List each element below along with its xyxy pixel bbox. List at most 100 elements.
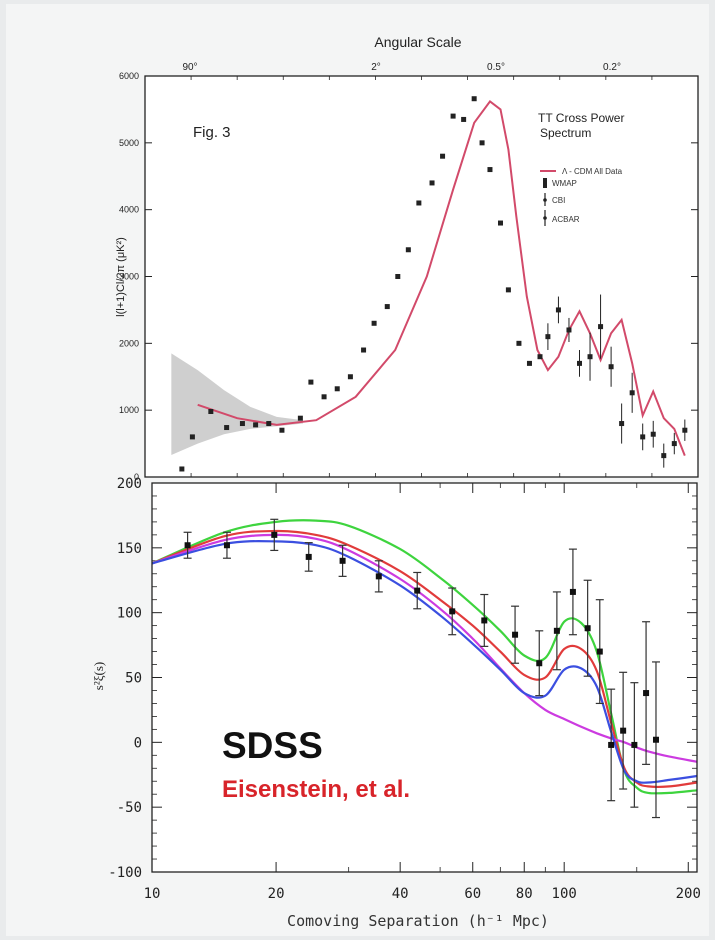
bottom-plot-frame [151, 482, 698, 873]
data-point [643, 690, 650, 697]
data-point [308, 379, 314, 385]
data-point [596, 648, 603, 655]
data-point [619, 421, 625, 427]
bottom-x-tick-label: 200 [676, 886, 701, 902]
bottom-y-tick-label: 200 [117, 476, 142, 492]
bottom-plot-area [152, 483, 697, 872]
bottom-x-tick-label: 40 [392, 886, 409, 902]
data-point [429, 180, 435, 186]
data-point [440, 153, 446, 159]
legend-label: Λ - CDM All Data [562, 167, 623, 176]
data-point [553, 627, 560, 634]
top-legend: Λ - CDM All Data WMAP CBI ACBAR [540, 167, 623, 226]
correlation-function-panel: -100 -50 0 50 100 150 200 10 20 40 60 80 100 200 SDSS… [91, 476, 701, 930]
annotation-title: SDSS [222, 725, 323, 766]
bottom-x-tick-label: 80 [516, 886, 533, 902]
top-y-tick-label: 5000 [119, 138, 139, 148]
top-y-tick-label: 6000 [119, 71, 139, 81]
data-point [650, 431, 656, 437]
data-point [184, 542, 191, 549]
top-y-tick-label: 3000 [119, 272, 139, 282]
cmb-data-points [179, 96, 688, 472]
figure-label: Fig. 3 [193, 124, 231, 141]
data-point [223, 542, 230, 549]
data-point [487, 167, 493, 173]
data-point [253, 422, 259, 428]
bottom-x-tick-label: 20 [268, 886, 285, 902]
model-curves [151, 519, 698, 795]
data-point [555, 307, 561, 313]
data-point [569, 588, 576, 595]
bottom-x-axis-label: Comoving Separation (h⁻¹ Mpc) [287, 912, 549, 930]
legend-wmap-marker [543, 178, 547, 188]
angular-tick-label: 90° [182, 62, 197, 73]
bottom-y-tick-label: 50 [125, 671, 142, 687]
data-point [239, 421, 245, 427]
data-point [189, 434, 195, 440]
data-point [450, 113, 456, 119]
data-point [498, 220, 503, 226]
model-line [197, 99, 686, 456]
data-point [471, 96, 477, 102]
panel-title-line1: TT Cross Power [538, 111, 624, 125]
data-point [208, 409, 214, 415]
bottom-y-axis-label: s²ξ(s) [91, 662, 106, 690]
angular-tick-label: 0.5° [487, 62, 505, 73]
data-point [449, 608, 456, 615]
bottom-x-tick-label: 10 [144, 886, 161, 902]
data-point [334, 386, 340, 392]
top-y-axis-label: l(l+1)Cl/2π (μK²) [115, 237, 127, 317]
data-point [608, 364, 614, 370]
data-point [305, 553, 312, 560]
legend-label: ACBAR [552, 215, 580, 224]
data-point [384, 304, 390, 310]
data-point [414, 587, 421, 594]
data-point [516, 340, 522, 346]
cosmic-variance-band-shape [171, 353, 303, 455]
cosmic-variance-band [171, 353, 303, 455]
top-y-tick-label: 1000 [119, 405, 139, 415]
bottom-y-tick-label: -100 [108, 865, 142, 881]
bottom-y-tick-label: 100 [117, 606, 142, 622]
data-point [598, 324, 604, 330]
model-curve [151, 519, 698, 795]
data-point [416, 200, 422, 206]
data-point [577, 360, 582, 366]
legend-label: CBI [552, 196, 565, 205]
sdss-data-points [183, 518, 660, 819]
data-point [526, 360, 532, 366]
data-point [347, 374, 353, 380]
panel-title-line2: Spectrum [540, 126, 591, 140]
data-point [479, 140, 485, 146]
data-point [545, 334, 551, 340]
angular-tick-label: 2° [371, 62, 381, 73]
data-point [682, 427, 688, 433]
data-point [321, 394, 327, 400]
data-point [266, 421, 272, 427]
top-axis-title: Angular Scale [374, 34, 461, 50]
data-point [339, 557, 346, 564]
data-point [671, 441, 677, 447]
data-point [512, 631, 519, 638]
data-point [461, 116, 467, 122]
bottom-y-tick-label: -50 [117, 800, 142, 816]
data-point [361, 347, 367, 353]
data-point [631, 741, 638, 748]
data-point [505, 287, 511, 293]
model-curve [151, 540, 698, 784]
top-y-tick-label: 4000 [119, 205, 139, 215]
legend-cbi-dot [543, 198, 547, 202]
data-point [179, 466, 185, 472]
data-point [297, 415, 303, 421]
data-point [279, 427, 285, 433]
data-point [537, 354, 543, 360]
angular-tick-label: 0.2° [603, 62, 621, 73]
legend-label: WMAP [552, 179, 577, 188]
data-point [481, 617, 488, 624]
data-point [652, 736, 659, 743]
data-point [224, 425, 230, 431]
data-point [405, 247, 411, 253]
bottom-y-tick-label: 150 [117, 541, 142, 557]
data-point [608, 741, 615, 748]
